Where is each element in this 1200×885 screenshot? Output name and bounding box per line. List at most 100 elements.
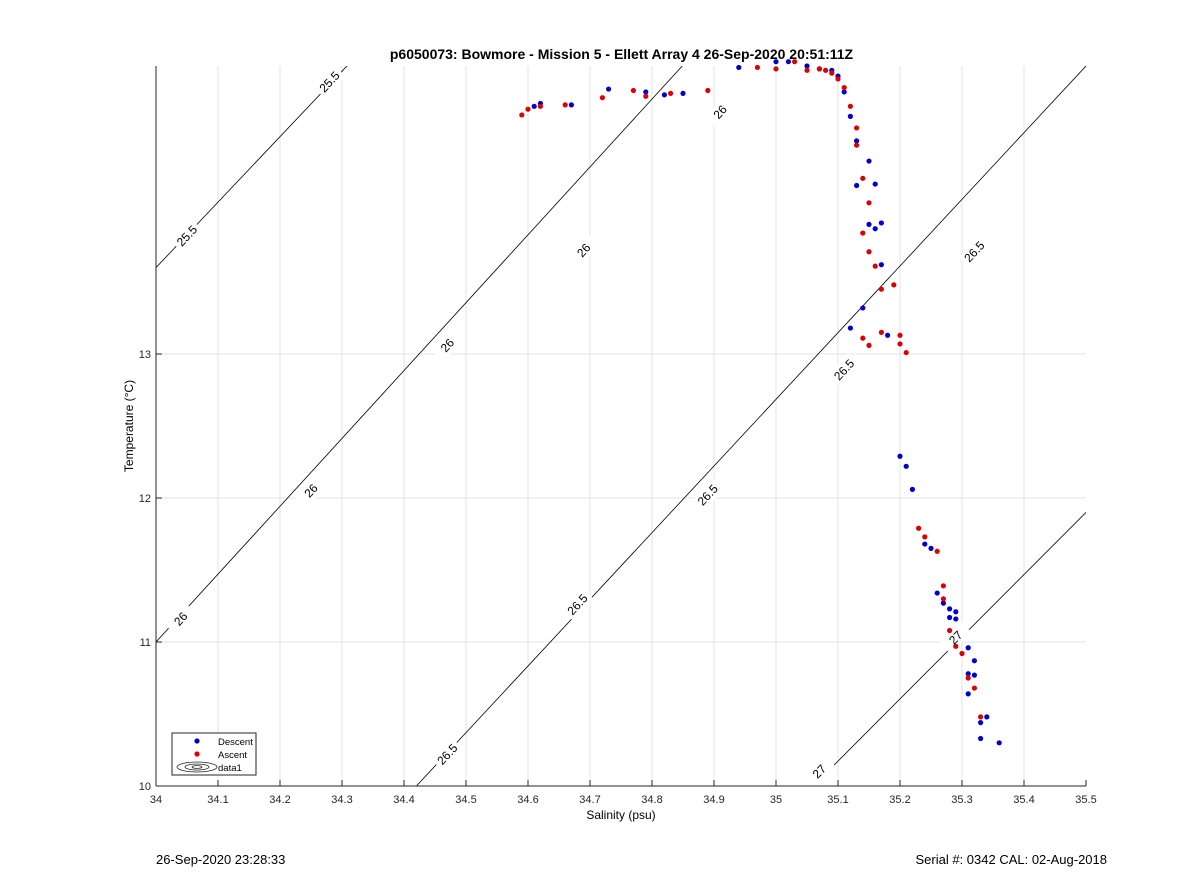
x-tick-label: 34.8 <box>641 794 662 806</box>
contour-label-bg <box>431 328 464 362</box>
ascent-point <box>841 85 847 91</box>
ascent-point <box>922 534 928 540</box>
ascent-point <box>804 67 810 73</box>
contour-label-bg <box>958 235 991 269</box>
legend-data1-label: data1 <box>218 763 242 774</box>
ascent-point <box>978 714 984 720</box>
x-axis-label: Salinity (psu) <box>586 808 655 822</box>
ascent-point <box>754 64 761 71</box>
descent-point <box>860 305 866 311</box>
x-tick-label: 34.6 <box>517 794 538 806</box>
ascent-point <box>897 341 903 347</box>
ascent-point <box>872 263 878 269</box>
descent-point <box>568 102 575 108</box>
descent-point <box>872 226 878 232</box>
descent-point <box>878 262 885 268</box>
contour-label-bg <box>561 588 594 621</box>
descent-point <box>953 609 959 615</box>
descent-point <box>922 541 928 547</box>
descent-point <box>978 720 984 726</box>
chart-title: p6050073: Bowmore - Mission 5 - Ellett A… <box>389 46 854 62</box>
data-points <box>519 59 1002 746</box>
ascent-point <box>519 112 525 118</box>
y-tick-label: 11 <box>140 637 151 649</box>
descent-point <box>947 614 953 621</box>
grid <box>156 66 1086 787</box>
x-tick-label: 35.4 <box>1013 794 1034 806</box>
ascent-point <box>525 106 531 112</box>
x-tick-label: 34.5 <box>455 794 476 806</box>
descent-point <box>680 90 686 96</box>
descent-point <box>928 545 934 552</box>
ascent-point <box>866 200 872 206</box>
descent-point <box>885 332 891 338</box>
descent-point <box>996 740 1002 746</box>
descent-point <box>934 590 940 596</box>
serial-calibration: Serial #: 0342 CAL: 02-Aug-2018 <box>915 852 1107 867</box>
descent-point <box>903 463 909 469</box>
descent-point <box>971 672 978 678</box>
descent-point <box>984 714 990 720</box>
descent-point <box>965 691 971 697</box>
y-tick-label: 12 <box>139 493 151 505</box>
ascent-point <box>860 230 866 236</box>
descent-point <box>531 103 537 109</box>
descent-point <box>606 86 612 92</box>
ascent-point <box>916 525 922 531</box>
axes: 34 34.1 34.2 34.3 34.4 34.5 34.6 34.7 34.8 34.9 35… <box>139 66 1097 806</box>
contour-label-bg <box>170 219 204 253</box>
ascent-point <box>897 332 903 338</box>
ascent-point <box>953 643 959 649</box>
descent-point <box>947 606 953 612</box>
legend-ascent-label: Ascent <box>218 750 247 761</box>
descent-point <box>854 182 860 189</box>
x-tick-label: 35 <box>770 794 782 806</box>
ascent-point <box>959 650 965 657</box>
descent-point <box>897 453 903 459</box>
contour-label-bg <box>313 66 346 99</box>
descent-point <box>872 181 878 187</box>
ascent-point <box>792 59 798 65</box>
legend-contour-icon <box>176 761 218 773</box>
descent-point <box>866 158 872 164</box>
x-tick-label: 34.9 <box>703 794 724 806</box>
ascent-point <box>866 249 872 255</box>
contour-label-bg <box>431 737 464 771</box>
ascent-point <box>891 282 897 288</box>
density-contours: 25.525.5262626262626.526.526.526.526.527… <box>156 66 1086 786</box>
ascent-point <box>854 142 860 148</box>
ascent-point <box>860 175 866 181</box>
contour-label-bg <box>939 621 973 654</box>
descent-point <box>978 735 984 742</box>
legend-descent-label: Descent <box>218 737 253 748</box>
descent-point <box>953 616 959 622</box>
ascent-point <box>860 335 866 341</box>
contour-label-bg <box>294 474 328 508</box>
ascent-point <box>537 103 544 109</box>
contour-line <box>416 66 1086 786</box>
descent-point <box>866 221 872 227</box>
descent-point <box>773 59 779 65</box>
descent-point <box>736 64 742 71</box>
ascent-point <box>773 66 779 72</box>
ascent-point <box>947 627 953 634</box>
ascent-point <box>854 125 860 131</box>
x-tick-label: 34.4 <box>393 794 414 806</box>
ascent-point <box>630 87 637 94</box>
contour-label-bg <box>704 95 737 129</box>
y-tick-label: 10 <box>139 781 151 793</box>
contour-label-bg <box>567 233 600 267</box>
descent-point <box>785 59 792 65</box>
ascent-point <box>866 342 872 348</box>
descent-point <box>965 645 971 651</box>
ascent-point <box>562 102 568 108</box>
descent-point <box>878 220 885 226</box>
descent-point <box>854 138 860 144</box>
x-tick-label: 35.1 <box>827 794 848 806</box>
x-tick-label: 35.5 <box>1075 794 1096 806</box>
descent-point <box>804 63 810 69</box>
legend: Descent Ascent data1 <box>171 732 257 776</box>
legend-descent-marker <box>194 738 200 744</box>
ascent-point <box>829 70 835 76</box>
